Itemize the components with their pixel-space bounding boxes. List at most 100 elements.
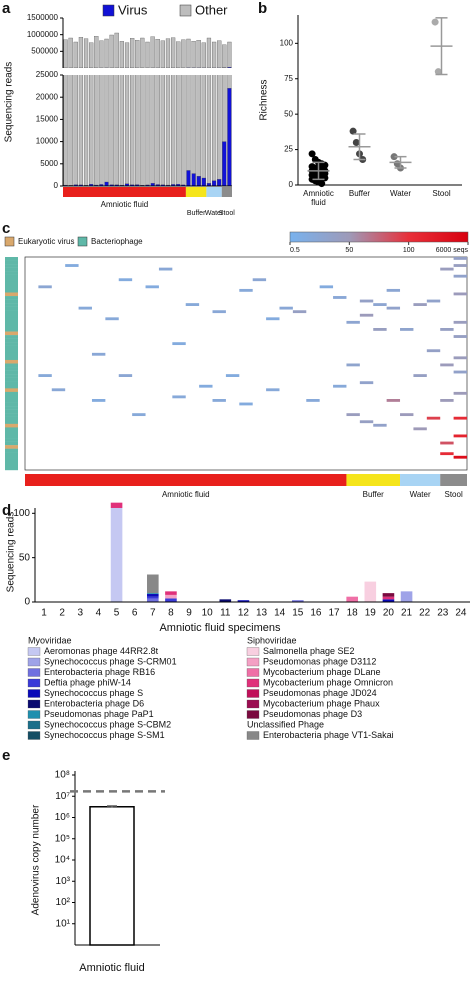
heat-cell — [373, 328, 387, 331]
legend-label: Deftia phage phiW-14 — [44, 677, 131, 687]
bar — [124, 42, 130, 68]
x-tick-label: 2 — [59, 608, 65, 619]
y-tick-label: 10³ — [56, 876, 71, 887]
bar-segment — [165, 598, 177, 602]
panel-letter: d — [2, 502, 11, 519]
heat-cell — [386, 288, 401, 292]
row-kind — [5, 434, 18, 439]
bar — [83, 38, 89, 68]
legend-label: Pseudomonas phage D3112 — [263, 656, 376, 666]
bar — [99, 75, 104, 186]
legend-swatch — [27, 647, 41, 656]
y-tick-label: 5000 — [40, 159, 58, 168]
row-kind — [5, 452, 18, 456]
colorbar-label: 6000 seqs — [436, 247, 469, 254]
heat-cell — [413, 374, 427, 377]
x-tick-label: 8 — [168, 608, 174, 619]
heat-cell — [453, 416, 467, 420]
bar — [211, 180, 217, 186]
bar — [78, 75, 84, 186]
x-tick-label: 10 — [202, 608, 214, 619]
y-tick-label: 10⁶ — [55, 812, 70, 823]
group-label: Buffer — [363, 490, 385, 499]
row-kind — [5, 328, 18, 332]
row-kind — [5, 377, 18, 382]
bar — [217, 179, 222, 186]
bar-segment — [382, 599, 395, 602]
bar — [176, 75, 181, 186]
row-kind — [5, 317, 18, 322]
bar — [124, 75, 130, 186]
point — [318, 180, 326, 188]
bar — [89, 806, 135, 946]
y-tick-label: 25 — [284, 145, 293, 154]
group-bar — [25, 474, 347, 486]
row-kind — [5, 285, 18, 290]
heat-cell — [426, 299, 441, 303]
row-kind — [5, 306, 18, 311]
y-tick-label: 50 — [19, 552, 31, 563]
legend-group: Myoviridae — [28, 635, 72, 645]
y-tick-label: 1500000 — [27, 13, 59, 22]
legend-label: Aeromonas phage 44RR2.8t — [44, 646, 159, 656]
y-tick-label: 10000 — [36, 137, 59, 146]
row-kind — [5, 363, 18, 368]
point — [308, 150, 316, 158]
bar — [181, 75, 186, 186]
x-tick-label: 3 — [78, 608, 84, 619]
heat-cell — [306, 399, 320, 402]
legend-swatch — [27, 689, 41, 698]
bar — [222, 44, 227, 68]
bar — [130, 184, 135, 186]
heat-cell — [453, 264, 467, 267]
bar-segment — [165, 591, 177, 595]
heat-cell — [440, 328, 454, 331]
bar — [63, 39, 68, 68]
bar — [196, 176, 201, 186]
x-tick-label: 5 — [114, 608, 120, 619]
y-axis-label: Adenovirus copy number — [31, 804, 42, 915]
heat-cell — [91, 399, 106, 402]
row-kind — [5, 430, 18, 435]
heat-cell — [440, 441, 454, 445]
bar-segment — [110, 507, 123, 602]
bar — [68, 75, 73, 186]
group-label: Stool — [444, 490, 462, 499]
row-kind — [5, 370, 18, 375]
heat-cell — [225, 374, 240, 377]
bar — [145, 75, 150, 186]
legend-swatch — [77, 236, 88, 247]
y-tick-label: 0 — [24, 597, 30, 608]
heat-cell — [105, 317, 119, 321]
bar — [227, 88, 232, 186]
bar — [94, 75, 99, 186]
heat-cell — [413, 303, 427, 306]
y-tick-label: 25000 — [36, 70, 59, 79]
heat-cell — [333, 296, 347, 299]
legend-swatch — [246, 689, 260, 698]
bar-segment — [346, 596, 358, 602]
legend-label: Virus — [118, 2, 148, 17]
row-kind — [5, 462, 18, 467]
legend-label: Enterobacteria phage VT1-Sakai — [263, 730, 394, 740]
bar — [99, 40, 104, 68]
colorbar — [289, 231, 469, 243]
panel-letter: b — [258, 0, 267, 17]
bar — [83, 75, 89, 186]
bar — [191, 75, 196, 186]
x-tick-label: 14 — [274, 608, 286, 619]
row-kind — [5, 292, 18, 297]
heat-cell — [158, 267, 173, 271]
legend-label: Pseudomonas phage PaP1 — [44, 709, 154, 719]
bar — [211, 41, 217, 68]
legend-swatch — [246, 699, 260, 709]
heat-cell — [252, 278, 267, 282]
row-kind — [5, 356, 18, 361]
row-kind — [5, 349, 18, 354]
heat-cell — [453, 434, 467, 438]
legend-label: Eukaryotic virus — [18, 237, 74, 246]
legend-label: Pseudomonas phage D3 — [263, 709, 362, 719]
y-tick-label: 50 — [284, 109, 293, 118]
legend-label: Other — [195, 2, 228, 17]
